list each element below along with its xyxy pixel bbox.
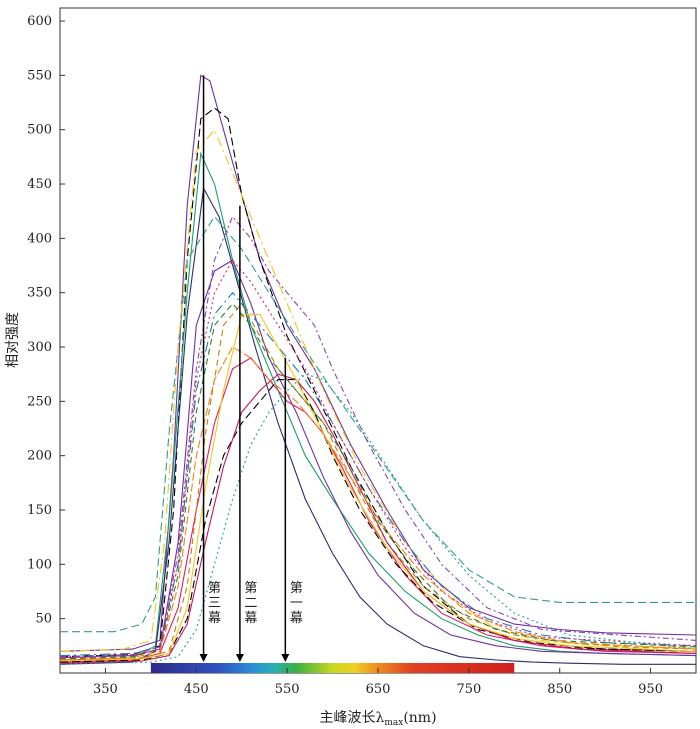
y-tick-label: 500 [27, 123, 52, 138]
y-tick-label: 300 [27, 340, 52, 355]
y-tick-label: 250 [27, 394, 52, 409]
y-axis-title: 相对强度 [5, 312, 21, 368]
annotation-arrowhead-1 [199, 654, 208, 662]
series-line-9 [60, 302, 696, 661]
series-line-15 [60, 259, 696, 659]
annotation-arrowhead-2 [235, 654, 244, 662]
series-line-10 [60, 379, 696, 663]
annotation-arrowhead-3 [281, 654, 290, 662]
x-tick-label: 850 [547, 682, 572, 697]
annotation-label-2: 第二幕 [244, 581, 257, 626]
series-line-6 [60, 128, 696, 652]
y-tick-label: 350 [27, 286, 52, 301]
y-tick-label: 50 [35, 612, 52, 627]
y-tick-label: 600 [27, 14, 52, 29]
y-tick-label: 100 [27, 557, 52, 572]
series-layer [60, 74, 696, 665]
series-line-16 [60, 215, 696, 658]
x-axis-title: 主峰波长λmax(nm) [319, 710, 436, 728]
y-tick-label: 200 [27, 449, 52, 464]
y-tick-label: 150 [27, 503, 52, 518]
series-line-5 [60, 215, 696, 633]
series-line-12 [60, 291, 696, 657]
x-tick-label: 350 [93, 682, 118, 697]
x-axis-title-main: 主峰波长λ [319, 710, 384, 726]
x-tick-label: 650 [366, 682, 391, 697]
series-line-17 [60, 373, 696, 665]
x-tick-label: 750 [456, 682, 481, 697]
series-line-13 [60, 313, 696, 662]
y-tick-label: 400 [27, 231, 52, 246]
x-tick-label: 450 [184, 682, 209, 697]
y-tick-label: 450 [27, 177, 52, 192]
axis-layer: 350 450 550 650 750 850 950 50 100 150 200 250 300 35… [27, 14, 663, 697]
series-line-4 [60, 186, 696, 665]
series-line-18 [60, 346, 696, 661]
series-line-7 [60, 259, 696, 659]
series-line-8 [60, 357, 696, 663]
annotation-layer: 第三幕 第二幕 第一幕 [199, 75, 303, 662]
series-line-14 [60, 302, 696, 660]
series-line-3 [60, 151, 696, 661]
plot-frame [59, 7, 697, 674]
annotation-label-1: 第三幕 [208, 581, 221, 626]
x-tick-label: 950 [638, 682, 663, 697]
y-tick-label: 550 [27, 68, 52, 83]
spectrum-bar [150, 663, 515, 673]
annotation-label-3: 第一幕 [290, 581, 303, 626]
series-line-1 [60, 74, 696, 652]
x-axis-title-subscript: max [384, 718, 403, 728]
x-axis-title-unit: (nm) [403, 710, 436, 726]
x-tick-label: 550 [275, 682, 300, 697]
